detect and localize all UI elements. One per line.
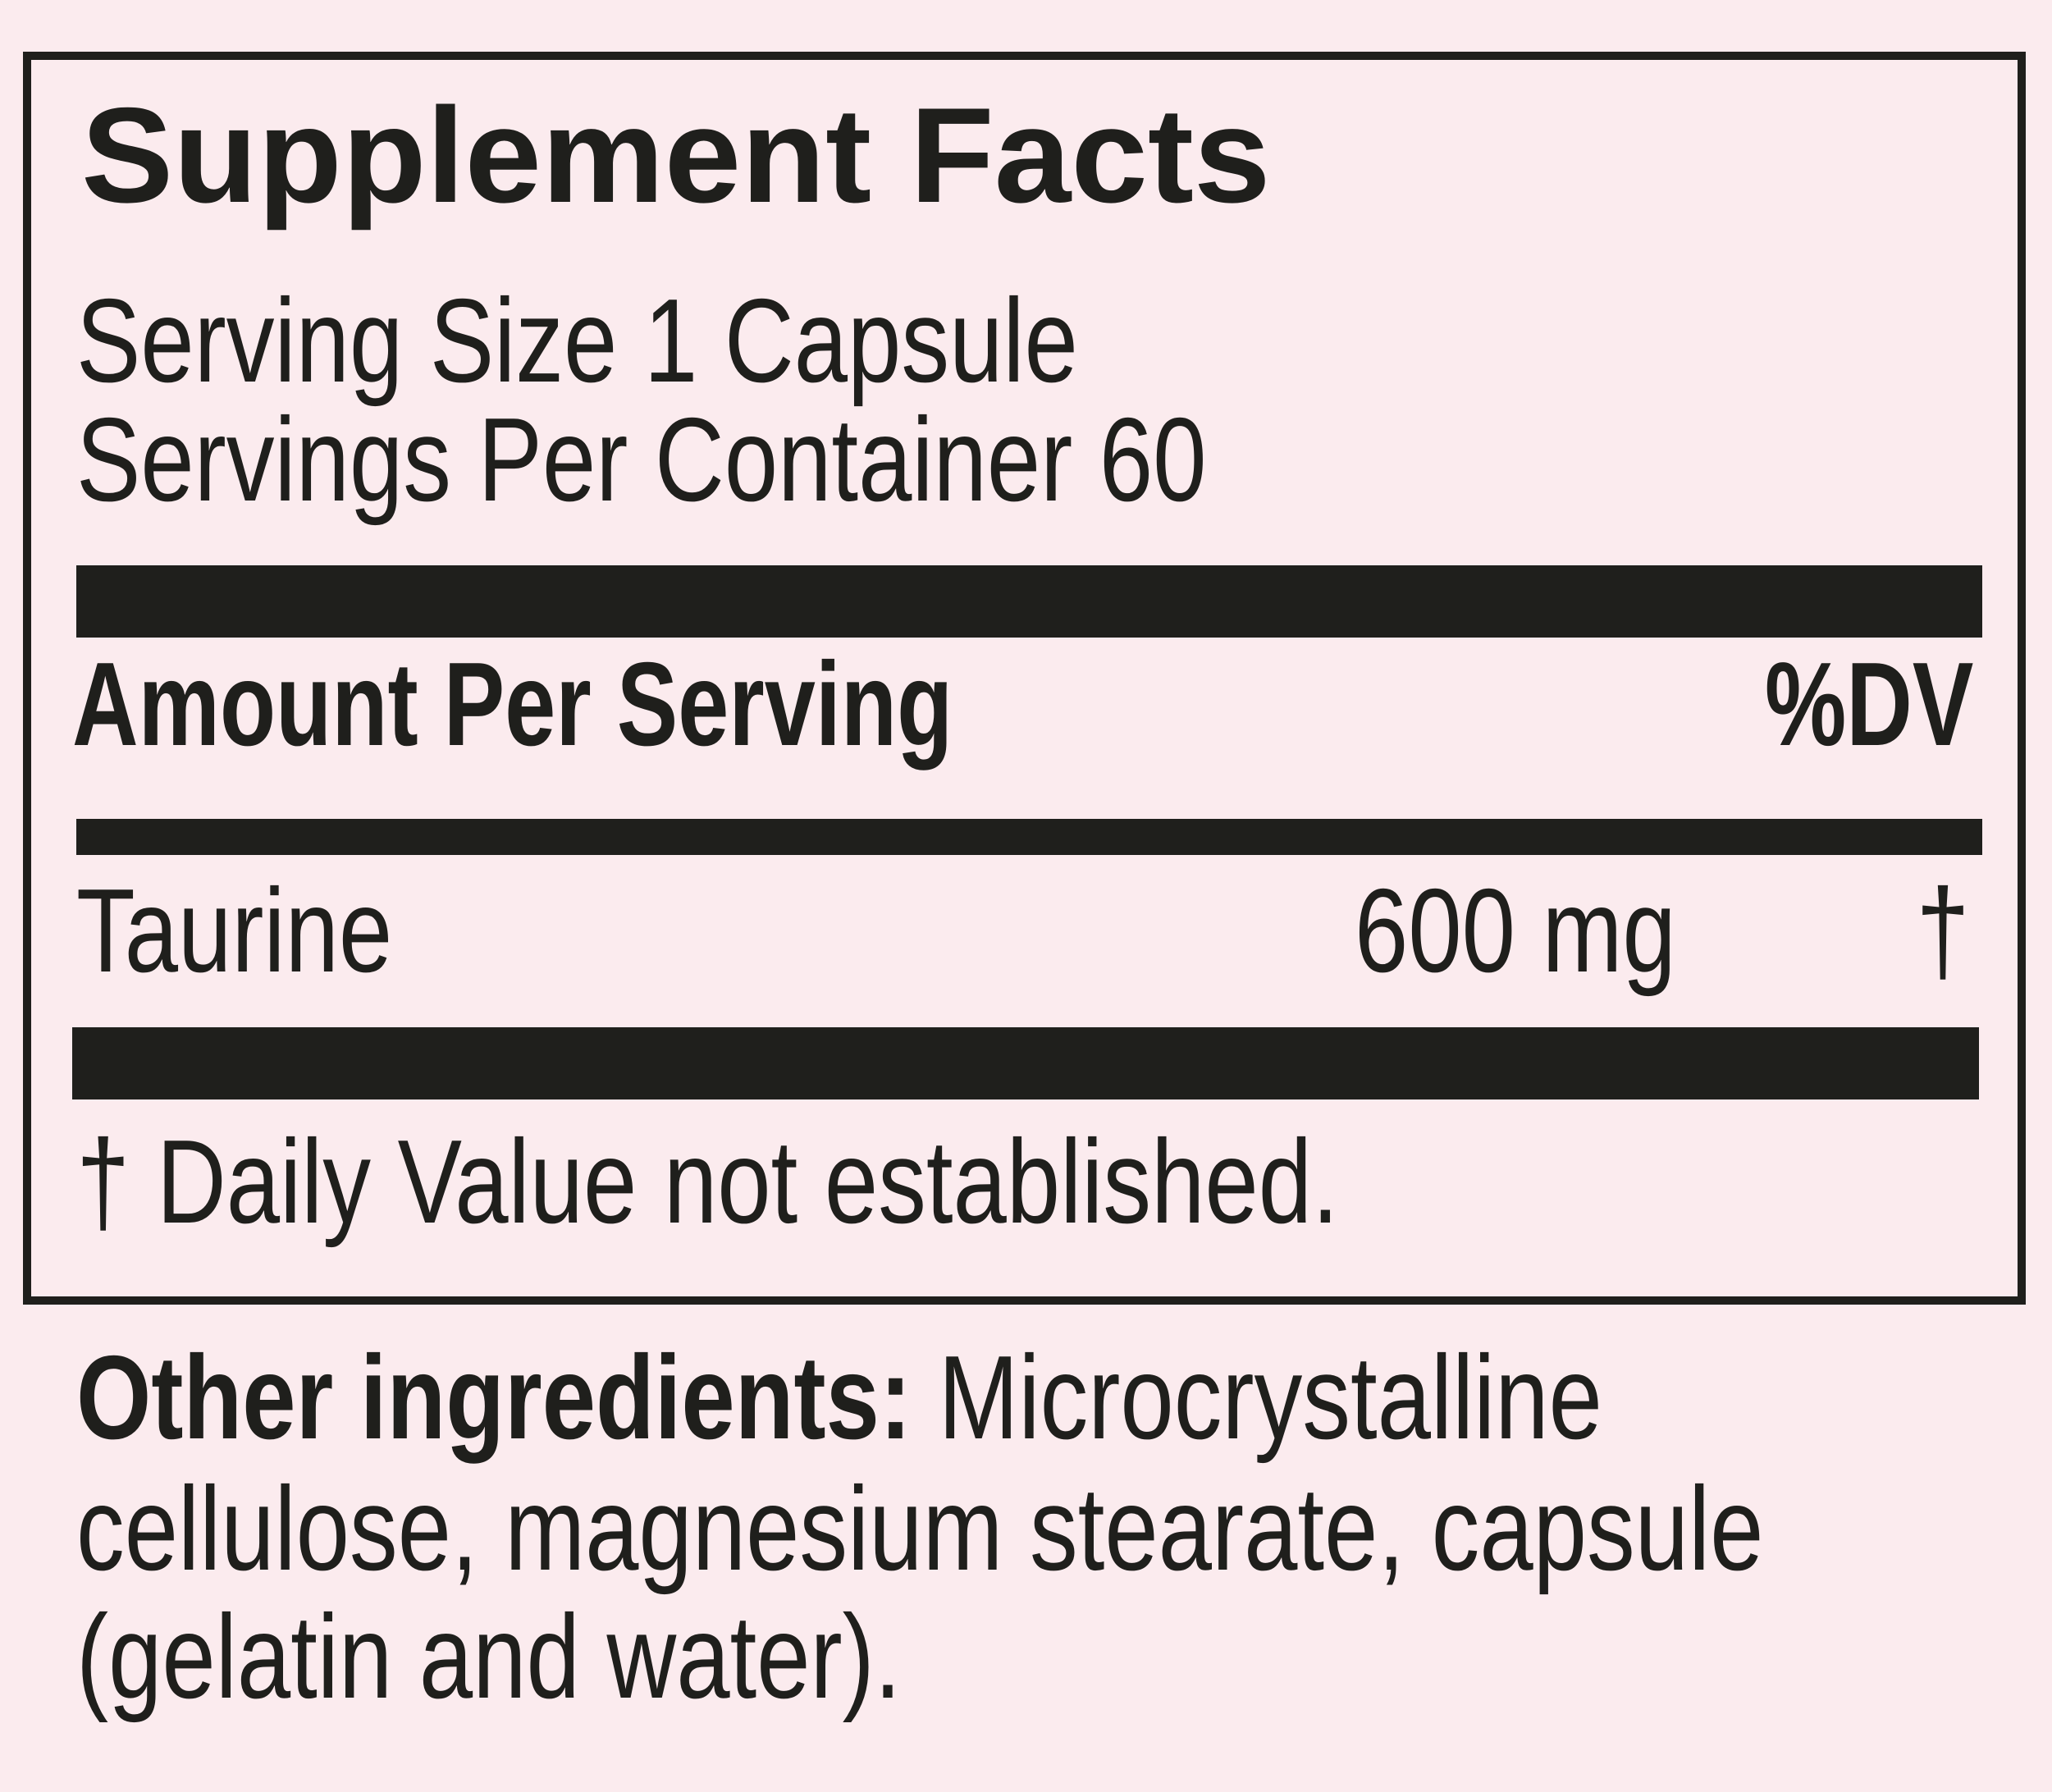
- supplement-facts-panel: [23, 52, 2026, 1305]
- divider-thick-bottom: [72, 1027, 1979, 1099]
- other-ingredients-line1: Microcrystalline: [938, 1331, 1602, 1464]
- servings-per-container: Servings Per Container 60: [76, 393, 1207, 526]
- footnote: † Daily Value not established.: [76, 1115, 1339, 1248]
- panel-title: Supplement Facts: [81, 80, 1271, 231]
- nutrient-amount: 600 mg: [1355, 864, 1676, 997]
- other-ingredients-line2: cellulose, magnesium stearate, capsule: [76, 1462, 1764, 1595]
- divider-medium: [76, 819, 1982, 855]
- nutrient-name: Taurine: [76, 864, 393, 997]
- nutrient-dv: †: [1916, 864, 1970, 997]
- divider-thick: [76, 565, 1982, 638]
- serving-size: Serving Size 1 Capsule: [76, 274, 1078, 407]
- dv-label: %DV: [1764, 638, 1973, 770]
- amount-per-serving-label: Amount Per Serving: [72, 638, 953, 770]
- other-ingredients-label: Other ingredients:: [76, 1331, 912, 1464]
- other-ingredients-line3: (gelatin and water).: [76, 1590, 902, 1723]
